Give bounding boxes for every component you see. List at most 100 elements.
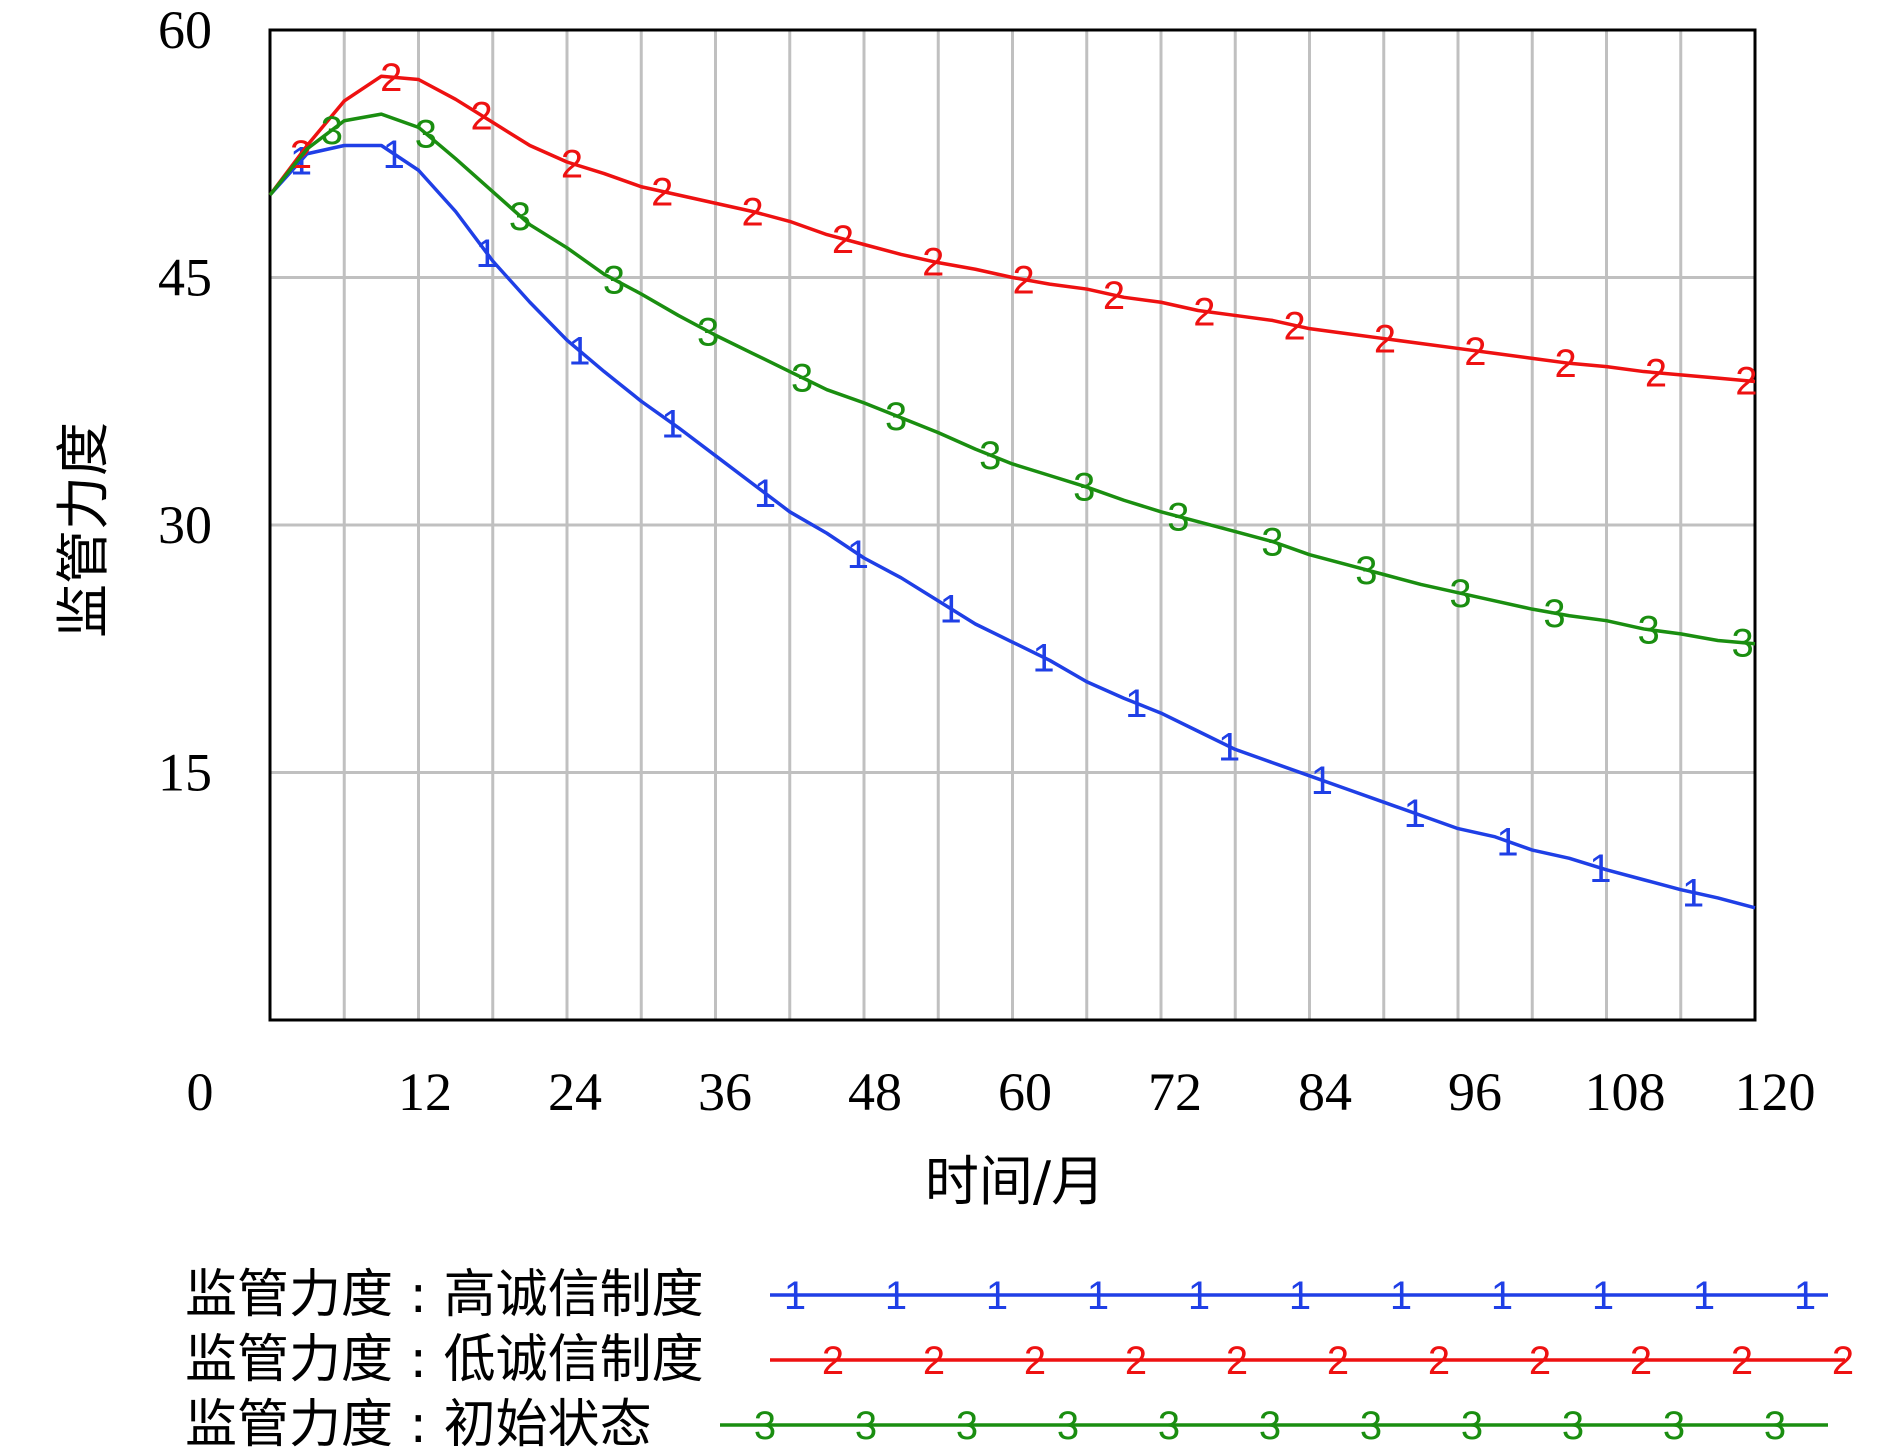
data-point-marker: 1 [383, 133, 405, 177]
legend-marker: 1 [784, 1274, 806, 1318]
legend-marker: 1 [1794, 1274, 1816, 1318]
data-point-marker: 3 [791, 357, 813, 401]
legend-marker: 2 [923, 1339, 945, 1383]
y-tick-labels: 60 45 30 15 [158, 0, 212, 803]
data-point-marker: 2 [1374, 318, 1396, 362]
legend-label: 监管力度 : 低诚信制度 [185, 1330, 704, 1390]
data-point-marker: 3 [885, 395, 907, 439]
data-point-marker: 3 [1543, 592, 1565, 636]
data-point-marker: 2 [380, 56, 402, 100]
legend-item-2: 监管力度 : 低诚信制度 2 2 2 2 2 2 2 2 2 2 2 [185, 1330, 1854, 1390]
data-point-marker: 1 [1682, 871, 1704, 915]
data-point-marker: 2 [1464, 330, 1486, 374]
x-tick-label: 72 [1148, 1062, 1202, 1122]
data-point-marker: 1 [1125, 682, 1147, 726]
legend-item-1: 监管力度 : 高诚信制度 1 1 1 1 1 1 1 1 1 1 1 [185, 1265, 1828, 1325]
data-point-marker: 2 [561, 143, 583, 187]
legend-marker: 1 [1087, 1274, 1109, 1318]
data-point-marker: 1 [661, 402, 683, 446]
data-point-marker: 3 [1261, 521, 1283, 565]
y-tick-label: 60 [158, 0, 212, 60]
legend-marker: 3 [1461, 1404, 1483, 1448]
data-point-marker: 1 [568, 330, 590, 374]
data-point-marker: 1 [1589, 847, 1611, 891]
data-point-marker: 3 [1355, 549, 1377, 593]
y-axis-title: 监管力度 [52, 422, 115, 638]
data-point-marker: 1 [1404, 792, 1426, 836]
legend-marker: 1 [1390, 1274, 1412, 1318]
legend-marker: 3 [1360, 1404, 1382, 1448]
data-point-marker: 2 [742, 191, 764, 235]
data-point-marker: 3 [415, 113, 437, 157]
data-point-marker: 1 [940, 588, 962, 632]
legend-marker: 1 [1491, 1274, 1513, 1318]
x-tick-label: 24 [548, 1062, 602, 1122]
data-point-marker: 3 [979, 434, 1001, 478]
data-point-marker: 3 [1449, 572, 1471, 616]
x-tick-label: 96 [1448, 1062, 1502, 1122]
data-point-marker: 3 [321, 109, 343, 153]
legend: 监管力度 : 高诚信制度 1 1 1 1 1 1 1 1 1 1 1 监管力度 : 低诚信制度 2 2 2 2 2… [185, 1265, 1854, 1452]
legend-marker: 3 [1663, 1404, 1685, 1448]
legend-marker: 1 [885, 1274, 907, 1318]
data-point-marker: 3 [1732, 622, 1754, 666]
legend-item-3: 监管力度 : 初始状态 3 3 3 3 3 3 3 3 3 3 3 [185, 1395, 1828, 1452]
x-tick-label: 108 [1585, 1062, 1666, 1122]
legend-marker: 3 [1057, 1404, 1079, 1448]
data-point-marker: 1 [754, 472, 776, 516]
data-point-marker: 1 [1311, 759, 1333, 803]
legend-marker: 2 [1832, 1339, 1854, 1383]
legend-marker: 3 [855, 1404, 877, 1448]
legend-marker: 2 [822, 1339, 844, 1383]
legend-marker: 2 [1630, 1339, 1652, 1383]
x-tick-labels: 0 12 24 36 48 60 72 84 96 108 120 [187, 1062, 1816, 1122]
legend-marker: 3 [956, 1404, 978, 1448]
data-point-marker: 2 [651, 170, 673, 214]
plot-frame [268, 28, 1757, 1022]
data-point-marker: 3 [1073, 465, 1095, 509]
data-point-marker: 3 [1167, 495, 1189, 539]
x-tick-label: 120 [1735, 1062, 1816, 1122]
data-point-marker: 3 [509, 195, 531, 239]
legend-marker: 3 [1259, 1404, 1281, 1448]
series-line [268, 112, 1756, 646]
data-point-marker: 2 [922, 241, 944, 285]
y-tick-label: 15 [158, 743, 212, 803]
y-tick-label: 30 [158, 495, 212, 555]
grid [270, 30, 1755, 1020]
legend-marker: 1 [986, 1274, 1008, 1318]
legend-marker: 1 [1592, 1274, 1614, 1318]
data-point-marker: 2 [832, 218, 854, 262]
x-tick-label: 60 [998, 1062, 1052, 1122]
data-point-marker: 3 [603, 258, 625, 302]
series-line [268, 143, 1756, 910]
data-point-marker: 2 [470, 94, 492, 138]
x-tick-label: 12 [398, 1062, 452, 1122]
legend-marker: 1 [1693, 1274, 1715, 1318]
x-axis-title: 时间/月 [925, 1150, 1105, 1213]
data-point-marker: 2 [1555, 342, 1577, 386]
legend-marker: 2 [1125, 1339, 1147, 1383]
data-point-marker: 2 [1284, 304, 1306, 348]
data-point-marker: 1 [1496, 820, 1518, 864]
legend-marker: 3 [754, 1404, 776, 1448]
data-point-marker: 2 [1103, 274, 1125, 318]
legend-marker: 2 [1024, 1339, 1046, 1383]
legend-label: 监管力度 : 初始状态 [185, 1395, 652, 1452]
legend-marker: 2 [1529, 1339, 1551, 1383]
legend-marker: 2 [1428, 1339, 1450, 1383]
data-point-marker: 2 [1013, 258, 1035, 302]
x-tick-label: 0 [187, 1062, 214, 1122]
legend-marker: 1 [1289, 1274, 1311, 1318]
y-tick-label: 45 [158, 248, 212, 308]
legend-label: 监管力度 : 高诚信制度 [185, 1265, 704, 1325]
data-point-marker: 1 [847, 533, 869, 577]
legend-marker: 2 [1226, 1339, 1248, 1383]
data-point-marker: 2 [1645, 352, 1667, 396]
series-line [268, 74, 1756, 384]
legend-marker: 2 [1731, 1339, 1753, 1383]
data-point-marker: 3 [1637, 609, 1659, 653]
